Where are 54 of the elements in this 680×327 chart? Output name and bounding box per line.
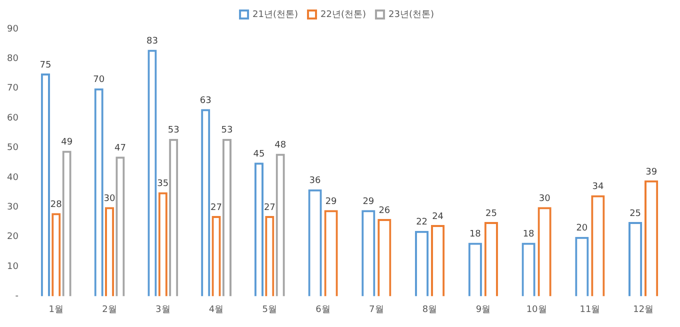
data-label: 28	[50, 200, 62, 210]
data-label: 18	[522, 230, 535, 240]
x-tick-label: 1월	[48, 304, 64, 315]
y-tick-label: 80	[7, 54, 19, 64]
data-label: 49	[61, 138, 73, 148]
data-label: 53	[168, 126, 180, 136]
y-tick-label: 70	[7, 84, 19, 94]
data-label: 45	[253, 149, 265, 160]
x-tick-label: 10월	[526, 304, 547, 315]
data-label: 53	[221, 126, 233, 136]
legend-label: 23년(천톤)	[388, 10, 434, 20]
data-label: 34	[592, 182, 604, 192]
x-tick-label: 11월	[580, 304, 600, 315]
data-label: 26	[378, 206, 390, 216]
y-tick-label: -	[15, 292, 18, 302]
data-label: 75	[40, 60, 52, 70]
x-tick-label: 7월	[369, 304, 384, 315]
legend-label: 22년(천톤)	[320, 10, 366, 20]
data-label: 47	[114, 144, 126, 154]
y-tick-label: 60	[7, 113, 19, 124]
data-label: 18	[469, 230, 482, 240]
y-tick-label: 40	[7, 172, 19, 183]
data-label: 29	[325, 196, 338, 207]
x-tick-label: 9월	[476, 304, 491, 315]
data-label: 22	[416, 218, 428, 228]
data-label: 48	[274, 140, 286, 151]
data-label: 30	[538, 194, 551, 204]
data-label: 83	[146, 36, 158, 47]
x-tick-label: 6월	[316, 304, 330, 315]
data-label: 25	[630, 208, 642, 219]
x-tick-label: 12월	[633, 304, 654, 315]
data-label: 63	[200, 96, 212, 106]
legend-label: 21년(천톤)	[252, 10, 298, 20]
data-label: 70	[93, 75, 105, 86]
data-label: 39	[646, 167, 658, 178]
data-label: 30	[104, 194, 116, 204]
y-tick-label: 90	[7, 24, 19, 34]
data-label: 27	[210, 202, 222, 213]
data-label: 24	[432, 212, 444, 222]
data-label: 20	[576, 224, 588, 234]
data-label: 35	[157, 179, 169, 190]
x-tick-label: 3월	[156, 304, 170, 315]
y-tick-label: 50	[7, 143, 19, 154]
x-tick-label: 4월	[208, 304, 224, 315]
x-tick-label: 2월	[102, 304, 117, 315]
y-tick-label: 20	[7, 232, 19, 242]
data-label: 25	[485, 208, 497, 219]
x-tick-label: 8월	[422, 304, 438, 315]
y-tick-label: 30	[7, 202, 19, 212]
x-tick-label: 5월	[262, 304, 278, 315]
data-label: 29	[362, 196, 374, 207]
data-label: 27	[264, 202, 276, 213]
data-label: 36	[309, 176, 322, 186]
y-tick-label: 10	[7, 262, 19, 272]
